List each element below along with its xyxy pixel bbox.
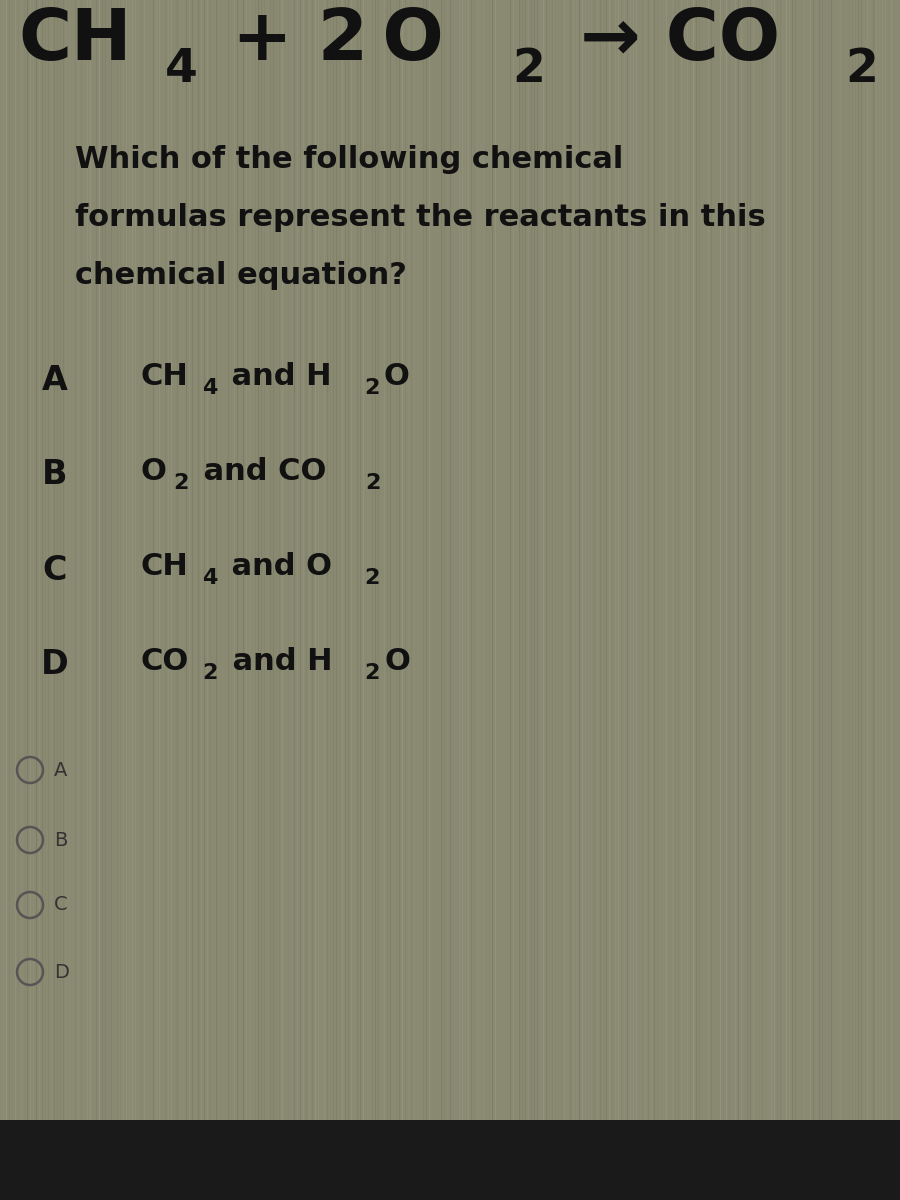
Text: and H: and H [222, 647, 333, 676]
Text: and H: and H [221, 362, 332, 391]
Text: 2: 2 [174, 473, 189, 493]
Text: CH: CH [18, 6, 131, 74]
Text: CO: CO [140, 647, 188, 676]
Text: C: C [54, 895, 68, 914]
Text: C: C [43, 553, 68, 587]
Text: CH: CH [140, 552, 188, 581]
Text: and O: and O [221, 552, 332, 581]
Text: O: O [384, 647, 410, 676]
Text: and CO: and CO [194, 457, 327, 486]
Text: D: D [41, 648, 69, 682]
Text: 4: 4 [165, 47, 197, 92]
Text: 2: 2 [845, 47, 878, 92]
Text: B: B [42, 458, 68, 492]
Text: 2: 2 [364, 569, 380, 588]
Text: formulas represent the reactants in this: formulas represent the reactants in this [75, 203, 766, 232]
Text: O: O [140, 457, 166, 486]
Text: → CO: → CO [554, 6, 780, 74]
Text: + 2 O: + 2 O [207, 6, 444, 74]
Text: + 2 H: + 2 H [887, 6, 900, 74]
Text: CH: CH [140, 362, 188, 391]
Text: 4: 4 [202, 378, 217, 398]
Text: Which of the following chemical: Which of the following chemical [75, 145, 624, 174]
Text: D: D [54, 962, 69, 982]
Text: 2: 2 [512, 47, 545, 92]
Text: 2: 2 [364, 378, 380, 398]
Text: chemical equation?: chemical equation? [75, 260, 407, 290]
Text: 2: 2 [364, 664, 380, 683]
Text: B: B [54, 830, 68, 850]
Text: 4: 4 [202, 569, 217, 588]
Bar [0, 1120, 900, 1200]
Text: A: A [54, 761, 68, 780]
Text: 2: 2 [365, 473, 381, 493]
Text: A: A [42, 364, 68, 396]
Text: 2: 2 [202, 664, 218, 683]
Text: O: O [384, 362, 410, 391]
